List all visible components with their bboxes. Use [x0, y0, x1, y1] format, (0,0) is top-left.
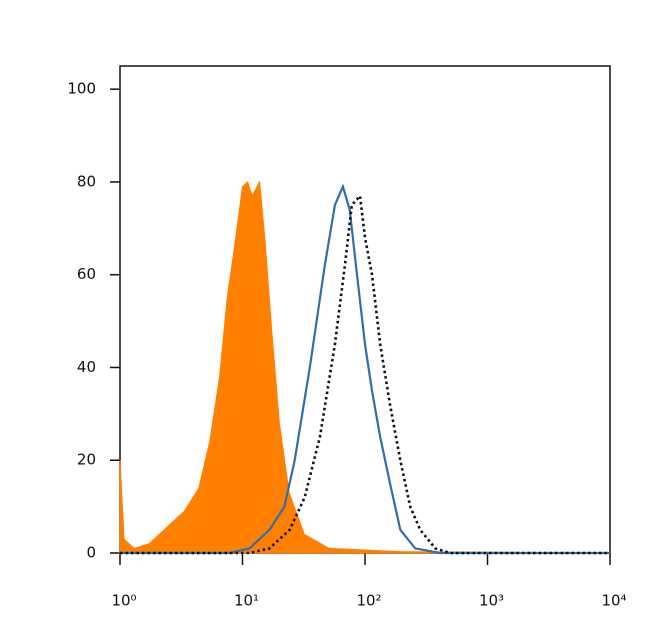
plot-frame — [119, 65, 611, 554]
y-tick-label: 20 — [77, 451, 96, 469]
x-tick-label: 10⁴ — [601, 592, 626, 610]
line — [120, 183, 610, 555]
x-tick-label: 10³ — [479, 592, 504, 610]
y-tick-label: 0 — [86, 544, 96, 562]
y-tick-label: 80 — [77, 172, 96, 190]
x-tick-label: 10⁰ — [111, 592, 136, 610]
line — [120, 192, 610, 555]
y-tick-label: 60 — [77, 265, 96, 283]
y-tick-label: 40 — [77, 358, 96, 376]
y-tick-label: 100 — [67, 80, 96, 98]
x-tick-label: 10¹ — [234, 592, 259, 610]
area — [119, 180, 611, 554]
x-tick-label: 10² — [356, 592, 381, 610]
